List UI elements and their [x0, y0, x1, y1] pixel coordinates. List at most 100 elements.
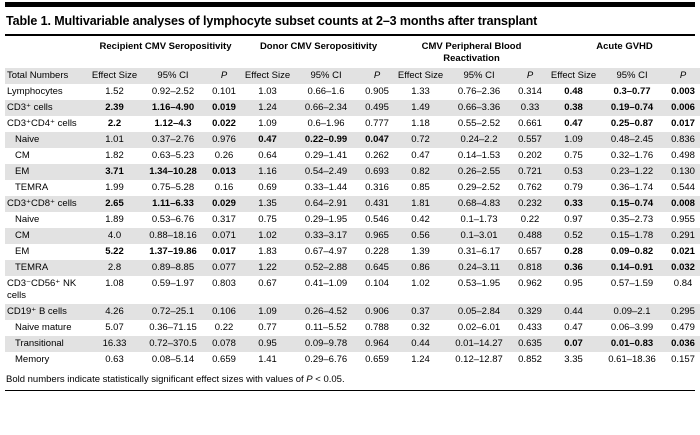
table-row: TEMRA 2.8 0.89–8.85 0.077 1.22 0.52–2.88 0.645…	[5, 259, 700, 276]
row-label: CD3⁺ cells	[7, 101, 53, 113]
p-value-cell: 0.544	[671, 181, 695, 193]
effect-size-cell: 0.38	[564, 101, 583, 113]
row-label: CD3⁺CD4⁺ cells	[7, 117, 77, 129]
effect-size-cell: 0.64	[258, 149, 277, 161]
row-label: Naive	[15, 213, 40, 225]
row-label: TEMRA	[15, 261, 49, 273]
p-value-cell: 0.232	[518, 197, 542, 209]
ci-cell: 0.24–2.2	[460, 133, 498, 145]
group-header-acute-gvhd: Acute GVHD	[596, 40, 653, 52]
ci-cell: 0.41–1.09	[304, 277, 348, 289]
effect-size-cell: 2.39	[105, 101, 124, 113]
ci-cell: 1.11–6.33	[152, 197, 194, 209]
ci-cell: 0.26–2.55	[457, 165, 501, 177]
effect-size-cell: 0.75	[258, 213, 277, 225]
ci-cell: 0.11–5.52	[305, 321, 347, 333]
effect-size-cell: 4.0	[107, 229, 122, 241]
ci-cell: 0.36–71.15	[149, 321, 197, 333]
p-value-cell: 0.202	[518, 149, 542, 161]
ci-cell: 0.32–1.76	[610, 149, 654, 161]
effect-size-cell: 0.44	[564, 305, 583, 317]
group-header-cmv-reactivation: CMV Peripheral Blood Reactivation	[421, 40, 522, 64]
p-value-cell: 0.021	[671, 245, 695, 257]
column-header-ci: 95% CI	[616, 69, 648, 81]
effect-size-cell: 1.52	[105, 85, 124, 97]
column-header-p: P	[373, 69, 381, 81]
p-value-cell: 0.836	[671, 133, 695, 145]
p-value-cell: 0.262	[365, 149, 389, 161]
effect-size-cell: 1.24	[411, 353, 430, 365]
column-header-ci: 95% CI	[157, 69, 189, 81]
ci-cell: 0.01–14.27	[455, 337, 503, 349]
data-table: Recipient CMV Seropositivity Donor CMV S…	[5, 36, 700, 368]
p-value-cell: 0.329	[518, 305, 542, 317]
table-row: Lymphocytes 1.52 0.92–2.52 0.101 1.03 0.66–1.…	[5, 84, 700, 100]
ci-cell: 0.12–12.87	[455, 353, 503, 365]
effect-size-cell: 0.79	[564, 181, 583, 193]
column-header-p: P	[679, 69, 687, 81]
p-value-cell: 0.659	[212, 353, 236, 365]
p-value-cell: 0.101	[212, 85, 236, 97]
ci-cell: 0.57–1.59	[610, 277, 654, 289]
column-header-effect-size: Effect Size	[244, 69, 291, 81]
p-value-cell: 0.852	[518, 353, 542, 365]
effect-size-cell: 2.2	[107, 117, 122, 129]
effect-size-cell: 1.16	[258, 165, 277, 177]
effect-size-cell: 0.82	[411, 165, 430, 177]
group-header-donor-cmv: Donor CMV Seropositivity	[259, 40, 378, 52]
table-footnote: Bold numbers indicate statistically sign…	[6, 374, 695, 385]
ci-cell: 0.29–6.76	[304, 353, 348, 365]
p-value-cell: 0.104	[365, 277, 389, 289]
column-header-ci: 95% CI	[463, 69, 495, 81]
effect-size-cell: 1.81	[411, 197, 430, 209]
effect-size-cell: 1.83	[258, 245, 277, 257]
effect-size-cell: 1.24	[258, 101, 277, 113]
effect-size-cell: 1.02	[258, 229, 277, 241]
p-value-cell: 0.659	[365, 353, 389, 365]
effect-size-cell: 0.53	[564, 165, 583, 177]
group-header-spacer	[5, 36, 89, 68]
ci-cell: 0.66–2.34	[304, 101, 348, 113]
ci-cell: 0.29–1.95	[304, 213, 348, 225]
effect-size-cell: 0.77	[258, 321, 277, 333]
table-row: CD3⁺CD4⁺ cells 2.2 1.12–4.3 0.022 1.09 0.6–1.…	[5, 116, 700, 132]
column-header-p: P	[220, 69, 228, 81]
p-value-cell: 0.22	[520, 213, 540, 225]
ci-cell: 0.54–2.49	[304, 165, 348, 177]
effect-size-cell: 0.52	[564, 229, 583, 241]
table-row: Naive 1.01 0.37–2.76 0.976 0.47 0.22–0.99 0.04…	[5, 131, 700, 148]
table-row: CD3⁺CD8⁺ cells 2.65 1.11–6.33 0.029 1.35 0.64…	[5, 195, 700, 212]
p-value-cell: 0.498	[671, 149, 695, 161]
p-value-cell: 0.157	[671, 353, 695, 365]
effect-size-cell: 1.08	[105, 277, 124, 289]
p-value-cell: 0.26	[214, 149, 234, 161]
effect-size-cell: 0.75	[564, 149, 583, 161]
p-value-cell: 0.803	[212, 277, 236, 289]
ci-cell: 0.15–1.78	[610, 229, 654, 241]
ci-cell: 0.37–2.76	[151, 133, 195, 145]
ci-cell: 0.59–1.97	[151, 277, 195, 289]
ci-cell: 0.35–2.73	[610, 213, 654, 225]
group-header-row: Recipient CMV Seropositivity Donor CMV S…	[5, 36, 700, 68]
p-value-cell: 0.906	[365, 305, 389, 317]
effect-size-cell: 0.63	[105, 353, 124, 365]
group-header-recipient-cmv: Recipient CMV Seropositivity	[99, 40, 232, 52]
effect-size-cell: 0.56	[411, 229, 430, 241]
p-value-cell: 0.006	[671, 101, 695, 113]
p-value-cell: 0.431	[365, 197, 389, 209]
effect-size-cell: 16.33	[102, 337, 127, 349]
row-label: CD3⁺CD8⁺ cells	[7, 197, 77, 209]
ci-cell: 0.01–0.83	[610, 337, 654, 349]
p-value-cell: 0.955	[671, 213, 695, 225]
table-row: CM 1.82 0.63–5.23 0.26 0.64 0.29–1.41 0.262 0.4…	[5, 148, 700, 164]
effect-size-cell: 1.35	[258, 197, 277, 209]
ci-cell: 0.68–4.83	[457, 197, 501, 209]
p-value-cell: 0.017	[671, 117, 695, 129]
ci-cell: 0.14–1.53	[457, 149, 501, 161]
ci-cell: 0.29–1.41	[304, 149, 348, 161]
footnote-text: < 0.05.	[312, 373, 345, 385]
effect-size-cell: 0.44	[411, 337, 430, 349]
effect-size-cell: 0.86	[411, 261, 430, 273]
table-row: CM 4.0 0.88–18.16 0.071 1.02 0.33–3.17 0.965 0.…	[5, 227, 700, 244]
row-label: TEMRA	[15, 181, 49, 193]
